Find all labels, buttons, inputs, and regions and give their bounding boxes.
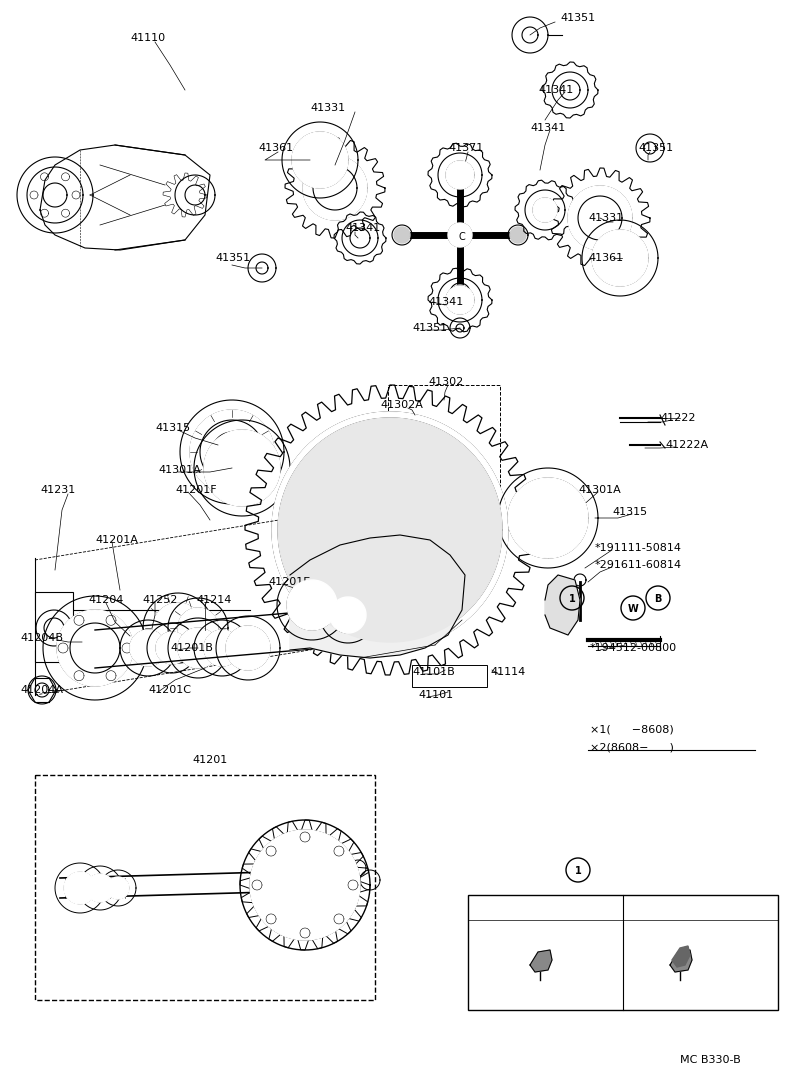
Polygon shape — [226, 626, 270, 670]
Polygon shape — [178, 608, 218, 648]
Polygon shape — [508, 478, 588, 558]
Polygon shape — [568, 186, 632, 250]
Text: 41341: 41341 — [530, 123, 566, 132]
Polygon shape — [57, 610, 133, 686]
Text: 41231: 41231 — [40, 485, 75, 495]
Text: 41315: 41315 — [155, 424, 190, 433]
Text: 41110: 41110 — [130, 33, 165, 43]
Text: 41351: 41351 — [560, 13, 595, 23]
Text: 41371: 41371 — [448, 143, 483, 153]
Polygon shape — [40, 146, 210, 250]
Polygon shape — [530, 950, 552, 972]
Polygon shape — [250, 830, 360, 940]
Polygon shape — [394, 227, 410, 243]
Bar — [35, 592, 73, 662]
Text: 41361: 41361 — [588, 253, 623, 263]
Text: 41351: 41351 — [215, 253, 250, 263]
Text: 1: 1 — [574, 866, 582, 876]
Text: ×1(      −8608): ×1( −8608) — [590, 725, 674, 735]
Text: 41222: 41222 — [660, 413, 695, 424]
Text: 1: 1 — [569, 594, 575, 604]
Polygon shape — [156, 632, 188, 664]
Text: ×2(8608−      ): ×2(8608− ) — [590, 743, 674, 753]
Text: 41341: 41341 — [428, 296, 463, 307]
Text: *194512-00800: *194512-00800 — [590, 643, 677, 653]
Polygon shape — [446, 286, 474, 314]
Text: 41351: 41351 — [412, 323, 447, 333]
Text: 41341: 41341 — [538, 85, 574, 94]
Text: 41204A: 41204A — [20, 685, 63, 695]
Text: 41331: 41331 — [588, 213, 623, 223]
Polygon shape — [278, 418, 502, 642]
Text: 41302: 41302 — [428, 377, 463, 387]
Polygon shape — [303, 156, 367, 220]
Text: 41361: 41361 — [258, 143, 293, 153]
Polygon shape — [204, 630, 240, 666]
Polygon shape — [452, 169, 468, 185]
Polygon shape — [448, 223, 472, 247]
Text: 41301A: 41301A — [578, 485, 621, 495]
Text: MC B330-B: MC B330-B — [680, 1055, 741, 1065]
Polygon shape — [107, 877, 129, 899]
Text: 41204B: 41204B — [20, 633, 63, 643]
Text: Double Type: Double Type — [628, 895, 696, 905]
Polygon shape — [290, 535, 465, 658]
Text: 41201: 41201 — [192, 755, 227, 765]
Bar — [468, 895, 778, 1010]
Polygon shape — [287, 580, 337, 630]
Polygon shape — [670, 950, 692, 972]
Text: 41101B: 41101B — [412, 667, 454, 677]
Polygon shape — [292, 132, 348, 188]
Polygon shape — [153, 603, 203, 653]
Text: 41302A: 41302A — [380, 400, 423, 411]
Text: 41201B: 41201B — [170, 643, 213, 653]
Text: 41252: 41252 — [142, 595, 178, 605]
Polygon shape — [204, 430, 280, 506]
Polygon shape — [178, 628, 218, 668]
Text: 41301A: 41301A — [158, 465, 201, 475]
Text: 41101: 41101 — [418, 690, 453, 700]
Text: 41315: 41315 — [612, 507, 647, 517]
Bar — [35, 775, 375, 1000]
Text: *191111-50814: *191111-50814 — [595, 543, 682, 553]
Polygon shape — [86, 874, 114, 902]
Polygon shape — [130, 630, 166, 666]
Text: 41114: 41114 — [490, 667, 526, 677]
Text: C: C — [458, 232, 466, 242]
Text: 41201F: 41201F — [175, 485, 217, 495]
Polygon shape — [510, 227, 526, 243]
Text: 41222A: 41222A — [665, 440, 708, 450]
Text: 41201E: 41201E — [268, 577, 310, 588]
Polygon shape — [330, 597, 366, 633]
Polygon shape — [452, 285, 468, 301]
Text: 41341: 41341 — [345, 223, 380, 233]
Polygon shape — [672, 946, 690, 967]
Polygon shape — [592, 230, 648, 286]
Text: 41316: 41316 — [660, 983, 695, 993]
Text: 41201A: 41201A — [95, 535, 138, 545]
Text: 41204: 41204 — [88, 595, 123, 605]
Polygon shape — [190, 411, 274, 494]
Text: 41316: 41316 — [518, 983, 553, 993]
Polygon shape — [272, 412, 508, 648]
Bar — [412, 665, 487, 687]
Polygon shape — [545, 574, 580, 635]
Polygon shape — [446, 161, 474, 189]
Text: B: B — [654, 594, 662, 604]
Polygon shape — [533, 198, 557, 222]
Text: 41201C: 41201C — [148, 685, 191, 695]
Polygon shape — [64, 872, 96, 904]
Text: 41351: 41351 — [638, 143, 673, 153]
Text: W: W — [628, 604, 638, 614]
Text: 41331: 41331 — [310, 103, 345, 113]
Text: *291611-60814: *291611-60814 — [595, 560, 682, 570]
Text: 41214: 41214 — [196, 595, 231, 605]
Text: Single Type: Single Type — [488, 895, 551, 905]
